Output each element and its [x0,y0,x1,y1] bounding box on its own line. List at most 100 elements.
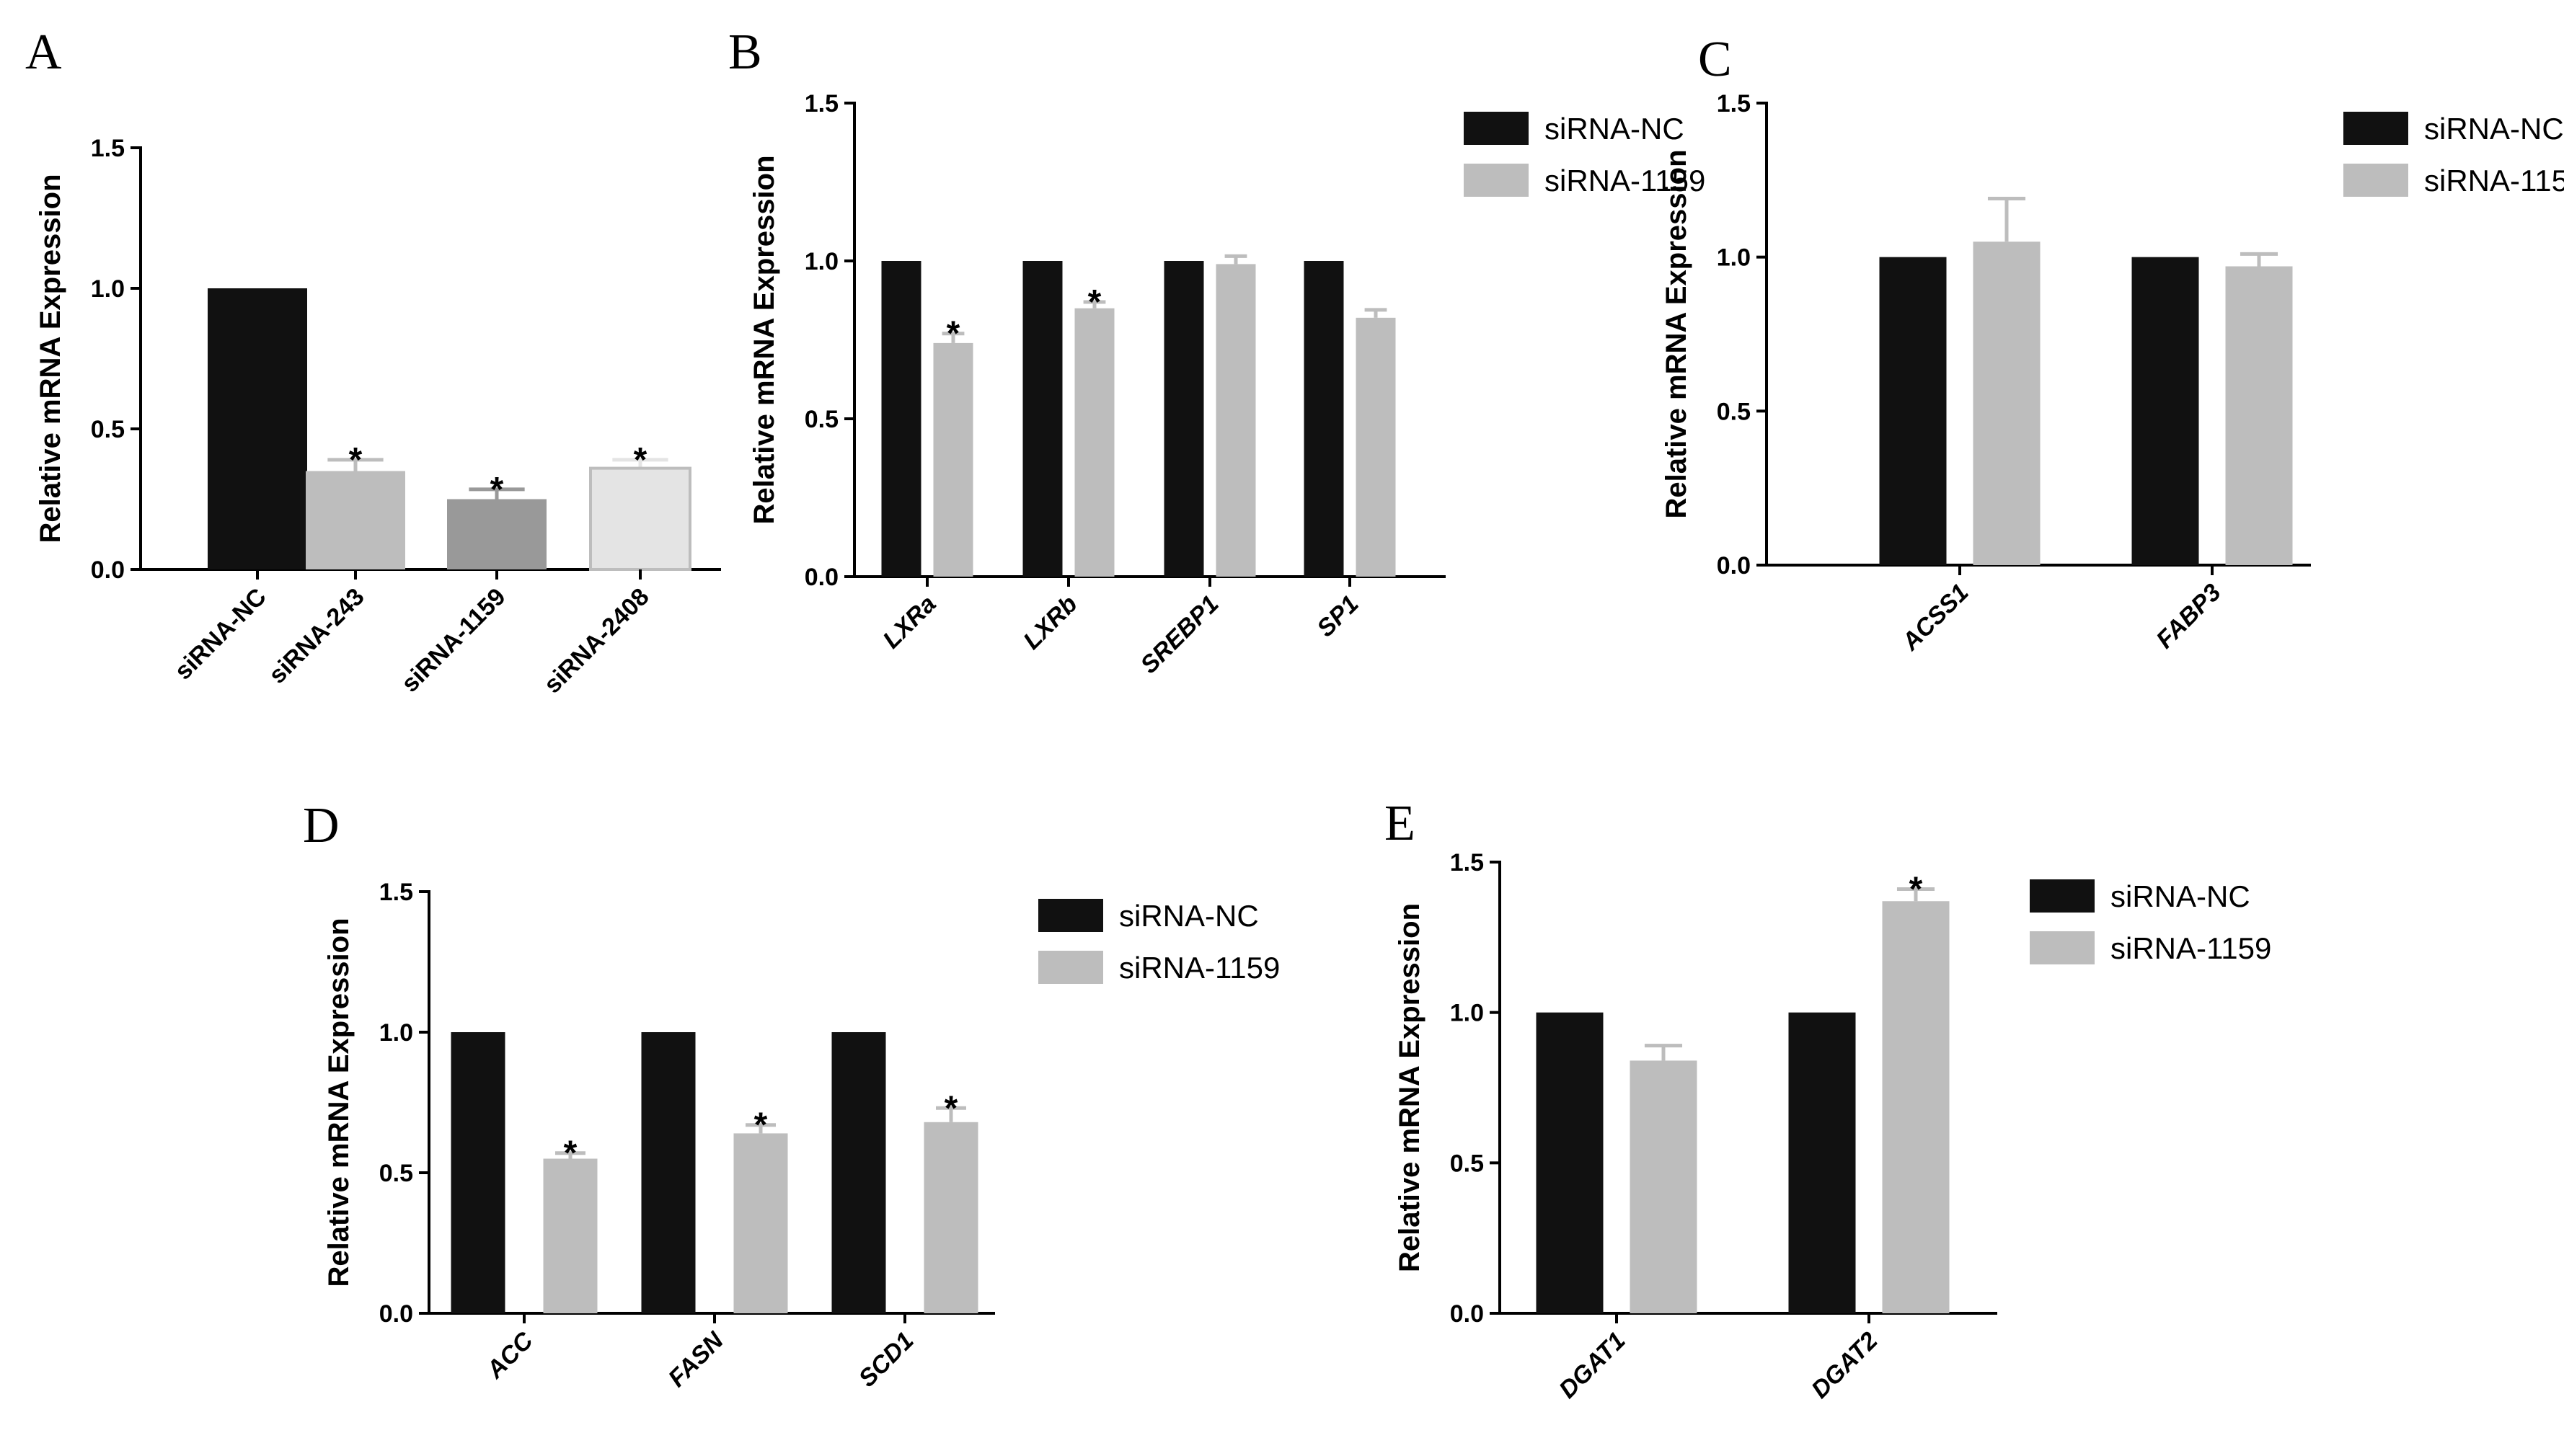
legend-swatch [1464,112,1529,145]
panel-letter: E [1384,796,1415,851]
panel-letter: C [1698,32,1732,87]
legend-label: siRNA-1159 [2424,164,2564,197]
x-tick-label: SCD1 [854,1327,919,1393]
y-tick-label: 0.0 [91,556,125,584]
y-axis-title: Relative mRNA Expression [1394,903,1425,1272]
bar-sirna-nc-0 [881,261,921,577]
legend-label: siRNA-1159 [2110,931,2271,965]
legend-label: siRNA-1159 [1119,951,1280,985]
bar-sirna-nc-3 [1304,261,1344,577]
y-axis-title: Relative mRNA Expression [748,155,780,524]
bar-sirna-nc-1 [1022,261,1063,577]
significance-star: * [564,1135,578,1173]
legend-swatch [1464,164,1529,197]
x-tick-label: ACSS1 [1896,579,1974,657]
legend-label: siRNA-NC [2110,879,2250,913]
legend-swatch [2343,112,2408,145]
x-tick-label: siRNA-1159 [396,583,510,698]
bar-sirna-1159-1 [733,1133,788,1313]
y-tick-label: 1.0 [1450,1000,1484,1027]
bar-sirna-1159-1 [2225,266,2293,565]
x-tick-label: FASN [663,1326,730,1393]
panel-letter: A [25,25,62,80]
bar-1 [306,471,405,569]
significance-star: * [1088,283,1102,321]
bar-sirna-nc-0 [1536,1012,1604,1313]
bar-sirna-1159-0 [543,1158,598,1313]
x-tick-label: FABP3 [2151,579,2226,654]
x-tick-label: siRNA-243 [264,583,370,689]
significance-star: * [349,441,363,479]
x-tick-label: SREBP1 [1136,590,1224,679]
bar-sirna-nc-1 [2131,257,2199,565]
legend-swatch [2030,931,2095,964]
y-tick-label: 0.5 [805,406,839,433]
legend-swatch [2343,164,2408,197]
bar-sirna-1159-0 [1630,1060,1697,1313]
y-axis-title: Relative mRNA Expression [35,174,66,543]
bar-sirna-nc-0 [1879,257,1947,565]
bar-sirna-nc-2 [1164,261,1204,577]
x-tick-label: LXRa [877,590,941,654]
bar-sirna-1159-1 [1074,308,1115,577]
y-tick-label: 1.0 [805,248,839,275]
x-tick-label: siRNA-2408 [539,583,655,699]
bar-sirna-1159-1 [1882,901,1950,1313]
x-tick-label: DGAT1 [1554,1327,1631,1404]
y-tick-label: 1.5 [91,135,125,162]
significance-star: * [490,471,504,509]
y-tick-label: 1.5 [1717,90,1751,117]
significance-star: * [947,315,960,353]
legend-swatch [2030,879,2095,913]
bar-3 [591,468,690,569]
legend-swatch [1038,951,1103,984]
bar-sirna-nc-1 [1788,1012,1856,1313]
legend-label: siRNA-NC [1544,112,1684,146]
panel-letter: B [728,25,762,80]
y-tick-label: 1.5 [1450,849,1484,876]
significance-star: * [754,1106,768,1145]
panel-c: C 0.0 0.5 1.0 1.5 Relative mRNA Expression ACS… [1661,32,2564,657]
significance-star: * [945,1089,958,1127]
bar-sirna-1159-3 [1356,317,1396,577]
significance-star: * [1909,871,1923,909]
legend-label: siRNA-NC [1119,899,1259,933]
legend-label: siRNA-1159 [1544,164,1705,197]
y-tick-label: 1.0 [91,275,125,303]
panel-a: A 0.0 0.5 1.0 1.5 Relative mRNA Expression * * *… [25,25,721,698]
y-tick-label: 0.5 [379,1160,413,1187]
legend-swatch [1038,899,1103,932]
x-tick-label: ACC [481,1326,539,1384]
y-tick-label: 0.0 [1717,552,1751,580]
y-tick-label: 0.5 [1450,1150,1484,1177]
y-tick-label: 0.5 [91,416,125,443]
panel-e: E 0.0 0.5 1.0 1.5 Relative mRNA Expression * DG… [1384,796,2271,1403]
x-tick-label: SP1 [1312,590,1363,642]
panel-b: B 0.0 0.5 1.0 1.5 Relative mRNA Expression * * L… [728,25,1705,679]
panel-d: D 0.0 0.5 1.0 1.5 Relative mRNA Expression * * *… [303,798,1280,1393]
y-tick-label: 0.0 [379,1300,413,1328]
bar-sirna-1159-2 [924,1122,978,1313]
legend-label: siRNA-NC [2424,112,2564,146]
y-tick-label: 0.0 [1450,1300,1484,1328]
y-axis-title: Relative mRNA Expression [1661,149,1692,518]
x-tick-label: siRNA-NC [169,583,272,685]
bar-sirna-1159-0 [1973,241,2041,565]
y-tick-label: 1.0 [1717,244,1751,272]
y-tick-label: 1.5 [379,879,413,906]
y-tick-label: 0.5 [1717,398,1751,425]
significance-star: * [634,441,647,479]
y-tick-label: 1.0 [379,1019,413,1047]
bar-sirna-nc-0 [451,1032,505,1313]
bar-2 [447,499,547,569]
x-tick-label: LXRb [1018,590,1083,655]
bar-sirna-1159-2 [1216,264,1256,577]
x-tick-label: DGAT2 [1806,1327,1883,1404]
y-axis-title: Relative mRNA Expression [323,918,355,1287]
bar-sirna-nc-2 [831,1032,886,1313]
bar-sirna-nc-1 [641,1032,696,1313]
bar-0 [208,288,307,569]
bar-sirna-1159-0 [933,342,973,577]
